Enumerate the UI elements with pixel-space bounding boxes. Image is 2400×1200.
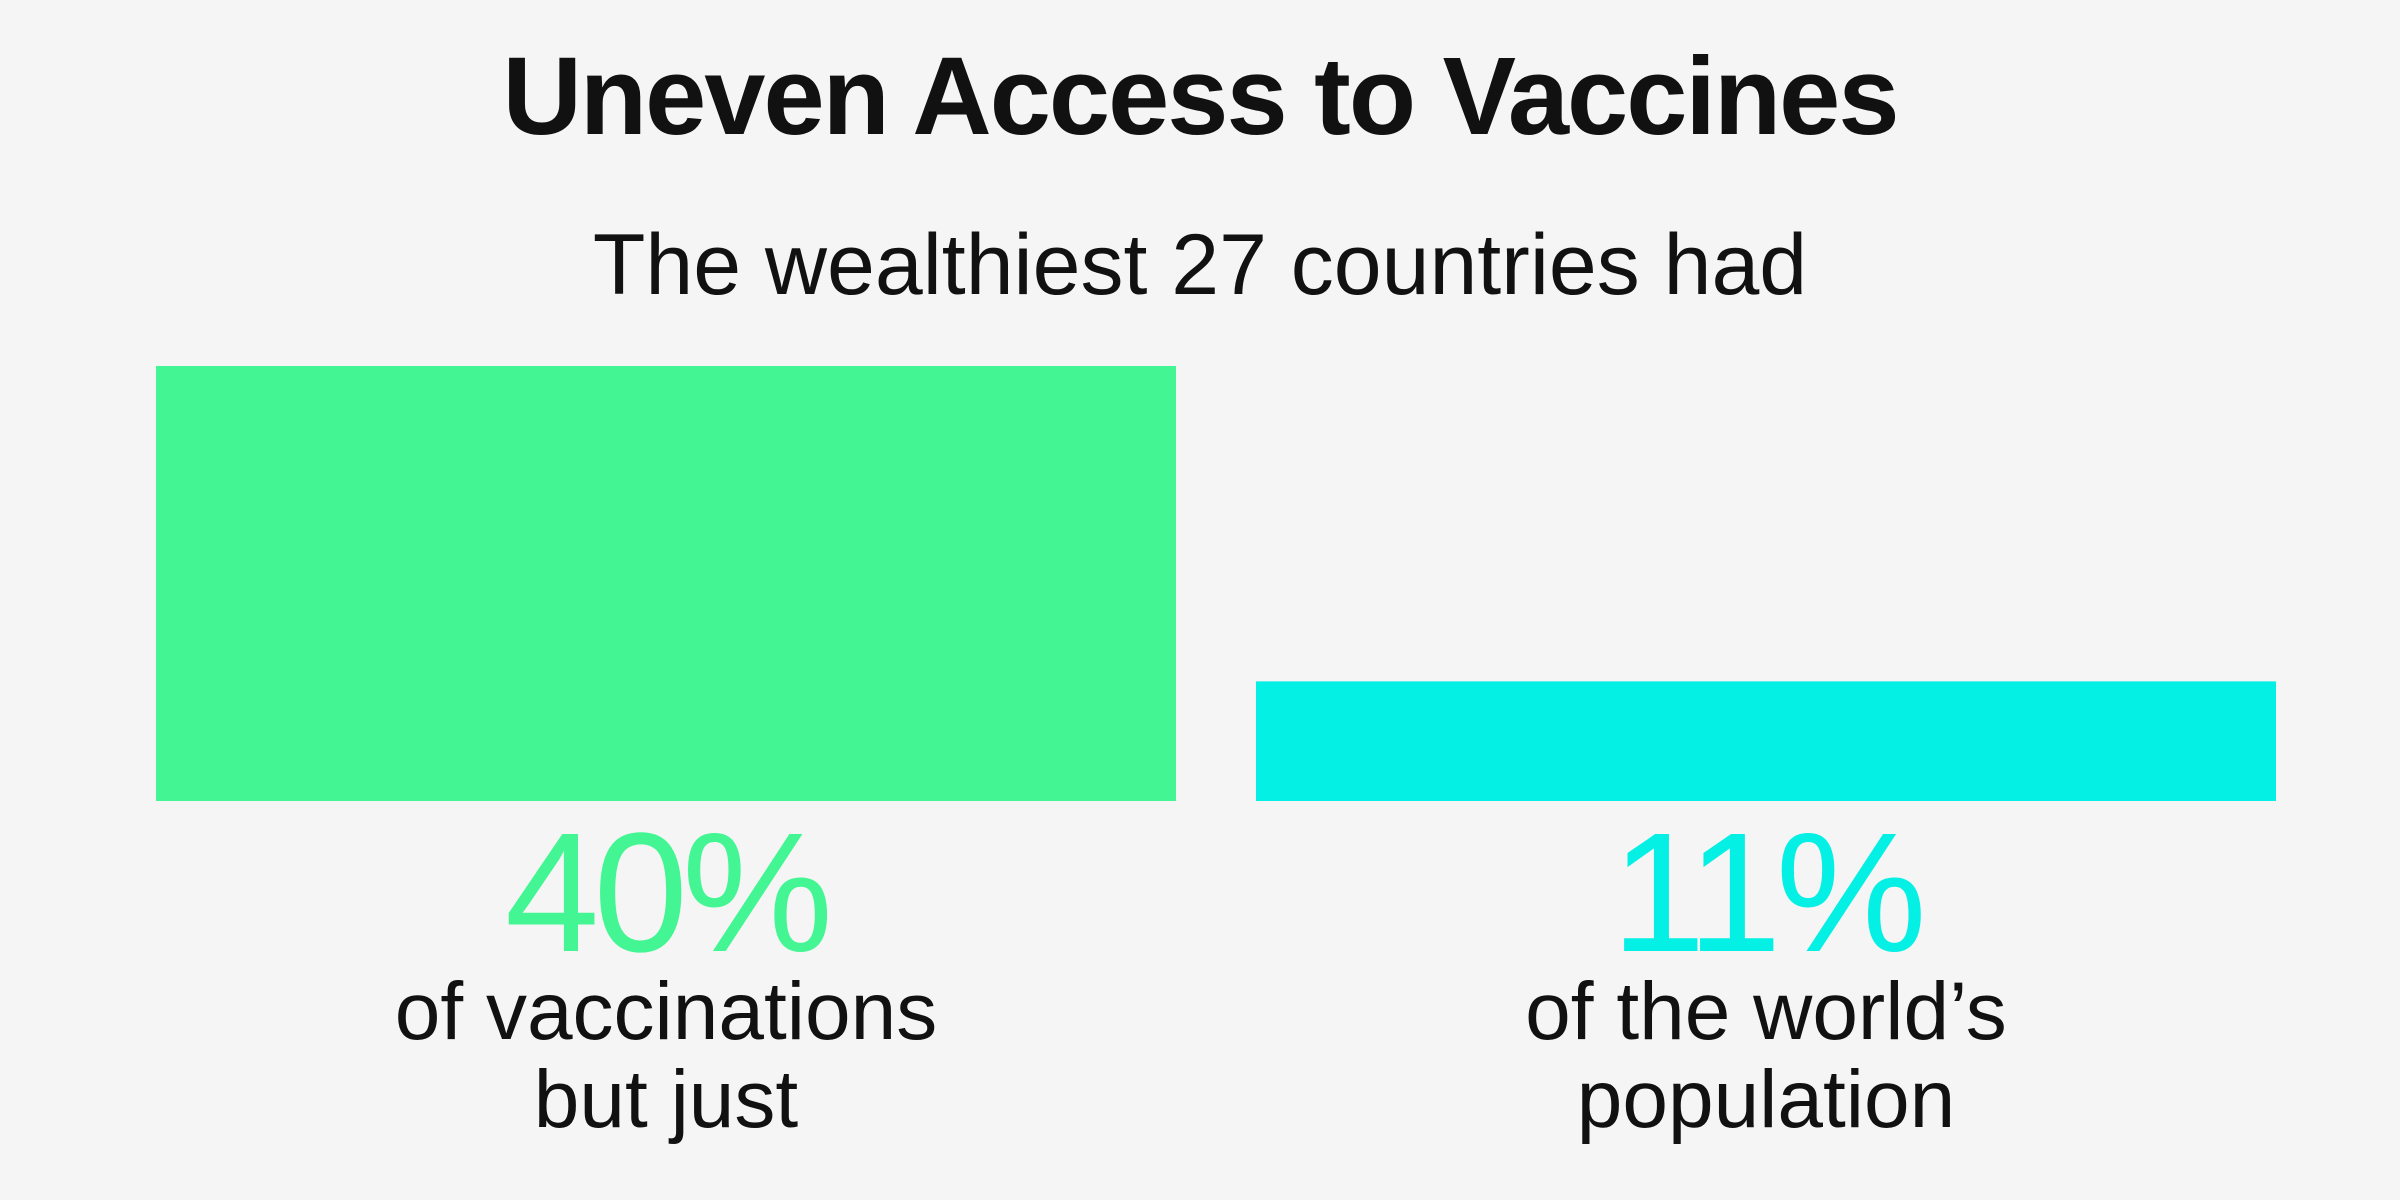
caption-vaccinations: of vaccinations but just (156, 968, 1176, 1144)
caption-population-line-1: of the world’s (1525, 966, 2007, 1057)
caption-population: of the world’s population (1256, 968, 2276, 1144)
bar-vaccinations (156, 366, 1176, 801)
caption-population-line-2: population (1576, 1054, 1956, 1145)
caption-vaccinations-line-2: but just (533, 1054, 799, 1145)
caption-vaccinations-line-1: of vaccinations (394, 966, 938, 1057)
chart-title: Uneven Access to Vaccines (502, 35, 1899, 158)
chart-subtitle: The wealthiest 27 countries had (592, 217, 1808, 313)
value-label-population: 11% (1611, 798, 1921, 988)
bar-population (1256, 681, 2276, 801)
value-label-vaccinations: 40% (505, 798, 828, 988)
